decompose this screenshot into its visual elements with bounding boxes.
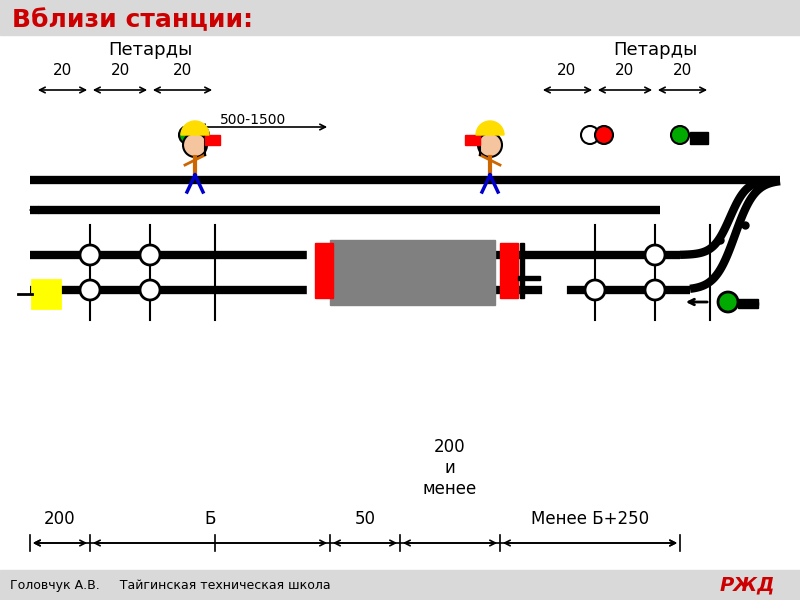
Bar [500, 243, 518, 298]
Text: 20: 20 [558, 63, 577, 78]
Bar [307, 249, 317, 294]
Bar [543, 276, 565, 308]
Circle shape [140, 245, 160, 265]
Wedge shape [476, 121, 504, 135]
Text: Вблизи станции:: Вблизи станции: [12, 8, 253, 32]
Text: 500-1500: 500-1500 [220, 113, 286, 127]
Text: Петарды: Петарды [613, 41, 697, 59]
Text: 20: 20 [672, 63, 692, 78]
Text: 50: 50 [354, 510, 375, 528]
Bar [0, 570, 800, 600]
Bar [330, 240, 495, 305]
Bar [690, 132, 708, 138]
Circle shape [191, 126, 209, 144]
Text: РЖД: РЖД [719, 575, 775, 595]
Bar [0, 0, 800, 35]
Circle shape [718, 292, 738, 312]
Text: 200
и
менее: 200 и менее [423, 439, 477, 498]
Text: 20: 20 [110, 63, 130, 78]
Wedge shape [181, 121, 209, 135]
Text: 20: 20 [172, 63, 192, 78]
Circle shape [585, 280, 605, 300]
Circle shape [645, 245, 665, 265]
Text: 20: 20 [52, 63, 72, 78]
Bar [32, 280, 60, 308]
Bar [520, 243, 524, 298]
Circle shape [595, 126, 613, 144]
Text: 200: 200 [44, 510, 76, 528]
Bar [738, 302, 758, 308]
Bar [738, 299, 758, 305]
Bar [315, 243, 333, 298]
Text: Головчук А.В.     Тайгинская техническая школа: Головчук А.В. Тайгинская техническая шко… [10, 578, 330, 592]
Circle shape [581, 126, 599, 144]
Text: 20: 20 [615, 63, 634, 78]
Bar [205, 135, 220, 145]
Circle shape [645, 280, 665, 300]
Circle shape [140, 280, 160, 300]
Bar [465, 135, 480, 145]
Circle shape [671, 126, 689, 144]
Text: Менее Б+250: Менее Б+250 [531, 510, 649, 528]
Bar [690, 138, 708, 144]
Circle shape [478, 133, 502, 157]
Bar [518, 276, 540, 280]
Text: Петарды: Петарды [108, 41, 192, 59]
Circle shape [179, 126, 197, 144]
Circle shape [80, 280, 100, 300]
Circle shape [183, 133, 207, 157]
Text: Б: Б [204, 510, 216, 528]
Circle shape [80, 245, 100, 265]
